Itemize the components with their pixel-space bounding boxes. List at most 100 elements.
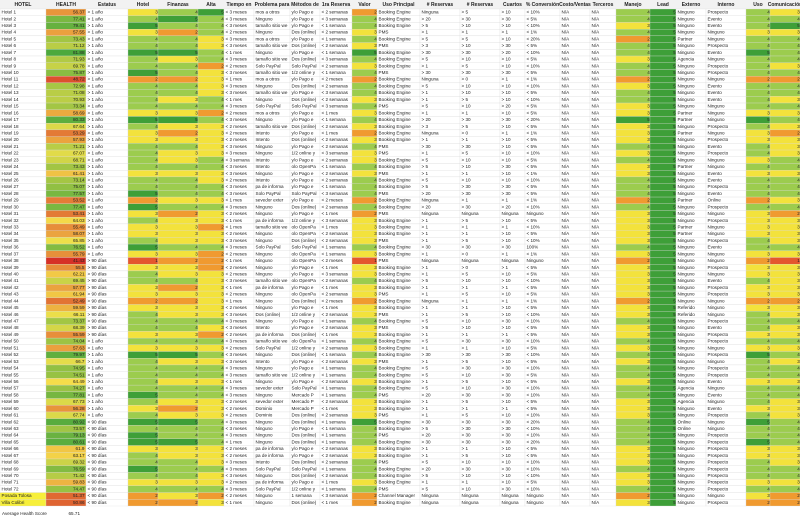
cell-text: > 1 <box>422 413 429 418</box>
cell-text: < 2 meses <box>226 211 248 216</box>
cell-text: Hotel 55 <box>2 372 20 377</box>
cell-text: 4 <box>767 204 770 209</box>
cell-text: > 30 <box>422 419 432 424</box>
cell-text: < 1% <box>527 198 538 203</box>
cell-text: > 5 <box>462 124 469 129</box>
cell-text: < 3 meses <box>226 16 248 21</box>
cell-text: 5 <box>673 137 676 142</box>
cell-text: Ninguno <box>708 231 726 236</box>
cell-text: 61.9 <box>76 446 85 451</box>
cell-text: Hotel 72 <box>2 486 20 491</box>
cell-text: N/A <box>592 339 601 344</box>
cell-text: tamaño sitio we <box>256 339 288 344</box>
cell-text: > 1 año <box>88 413 104 418</box>
cell <box>649 96 677 104</box>
cell-text: 3 <box>797 278 800 283</box>
column-header: # Reservas <box>467 2 494 8</box>
cell-text: 5 <box>673 319 676 324</box>
cell-text: 4 <box>195 184 198 189</box>
cell-text: 3 <box>374 285 377 290</box>
cell-text: N/A <box>562 43 571 48</box>
cell-text: Prospecto <box>708 372 729 377</box>
cell-text: y/o Pago e <box>292 211 314 216</box>
cell-text: < 3 meses <box>226 10 248 15</box>
cell-text: < 5% <box>527 305 538 310</box>
cell <box>769 28 800 37</box>
cell-text: < 1 mes <box>322 211 339 216</box>
cell <box>649 223 677 231</box>
cell <box>157 196 199 204</box>
cell-text: Ninguno <box>708 419 726 424</box>
cell-text: Booking Engine <box>379 50 412 55</box>
cell-text: < 1 mes <box>322 265 339 270</box>
cell-text: > 10 <box>502 36 512 41</box>
cell-text: 4 <box>195 177 198 182</box>
cell-text: < 2 meses <box>226 177 248 182</box>
cell-text: 4 <box>155 426 158 431</box>
cell-text: > 1 <box>462 305 469 310</box>
cell-text: Hotel 3 <box>2 23 17 28</box>
cell-text: > 1 año <box>88 238 104 243</box>
cell-text: 4 <box>767 151 770 156</box>
cell-text: 4 <box>374 392 377 397</box>
cell <box>127 82 159 90</box>
cell <box>769 391 800 399</box>
cell-text: 5 <box>673 23 676 28</box>
cell <box>769 35 800 43</box>
cell-text: N/A <box>562 460 571 465</box>
cell-text: Booking Engine <box>379 426 412 431</box>
cell-text: > 1 <box>422 345 429 350</box>
cell-text: Ninguno <box>678 460 696 465</box>
cell-text: y/o Pago e <box>292 446 314 451</box>
cell-text: 2 <box>767 258 770 263</box>
cell-text: Hotel 4 <box>2 30 17 35</box>
cell-text: > 5 <box>462 399 469 404</box>
cell <box>197 331 225 339</box>
cell <box>615 82 651 90</box>
cell-text: Hotel 47 <box>2 319 20 324</box>
cell-text: N/A <box>562 204 571 209</box>
cell-text: < 1 mes <box>322 406 339 411</box>
cell-text: 5 <box>673 258 676 263</box>
cell-text: PMS <box>379 104 389 109</box>
cell-text: < 10% <box>527 278 540 283</box>
cell-text: > 1 año <box>88 124 104 129</box>
cell-text: Prospecto <box>708 238 729 243</box>
cell <box>769 102 800 110</box>
cell-text: Hotel 63 <box>2 426 20 431</box>
cell-text: < 2 meses <box>226 137 248 142</box>
cell-text: < 10% <box>527 63 540 68</box>
cell-text: 3 <box>195 97 198 102</box>
cell-text: < 1 mes <box>226 379 243 384</box>
cell <box>649 304 677 312</box>
cell <box>197 170 225 178</box>
cell-text: Ninguno <box>256 272 274 277</box>
cell-text: > 20 <box>502 204 512 209</box>
cell-text: Ninguna <box>502 500 520 505</box>
cell-text: > 30 <box>502 386 512 391</box>
cell-text: Solo PayPal <box>292 245 317 250</box>
cell-text: 4 <box>155 312 158 317</box>
cell-text: 4 <box>767 339 770 344</box>
cell-text: Booking Engine <box>379 184 412 189</box>
cell-text: < 2 semanas <box>322 359 349 364</box>
cell-text: > 1 <box>502 251 509 256</box>
cell-text: < 3 meses <box>226 386 248 391</box>
cell-text: Ninguno <box>708 57 726 62</box>
cell-text: < 2 meses <box>226 413 248 418</box>
cell-text: Evento <box>708 325 723 330</box>
cell-text: 73.14 <box>73 177 85 182</box>
cell-text: 3 <box>647 23 650 28</box>
cell-text: 3 <box>647 413 650 418</box>
column-header: Cuartos <box>503 2 522 8</box>
cell-text: N/A <box>592 345 601 350</box>
cell-text: N/A <box>562 419 571 424</box>
cell-text: Booking Engine <box>379 399 412 404</box>
cell-text: 4 <box>767 36 770 41</box>
cell-text: 3 <box>221 238 224 243</box>
cell-text: N/A <box>592 433 601 438</box>
cell-text: > 30 <box>502 352 512 357</box>
cell-text: Partner <box>678 36 694 41</box>
cell-text: Dos (online) <box>292 460 317 465</box>
cell-text: < 2 meses <box>226 63 248 68</box>
